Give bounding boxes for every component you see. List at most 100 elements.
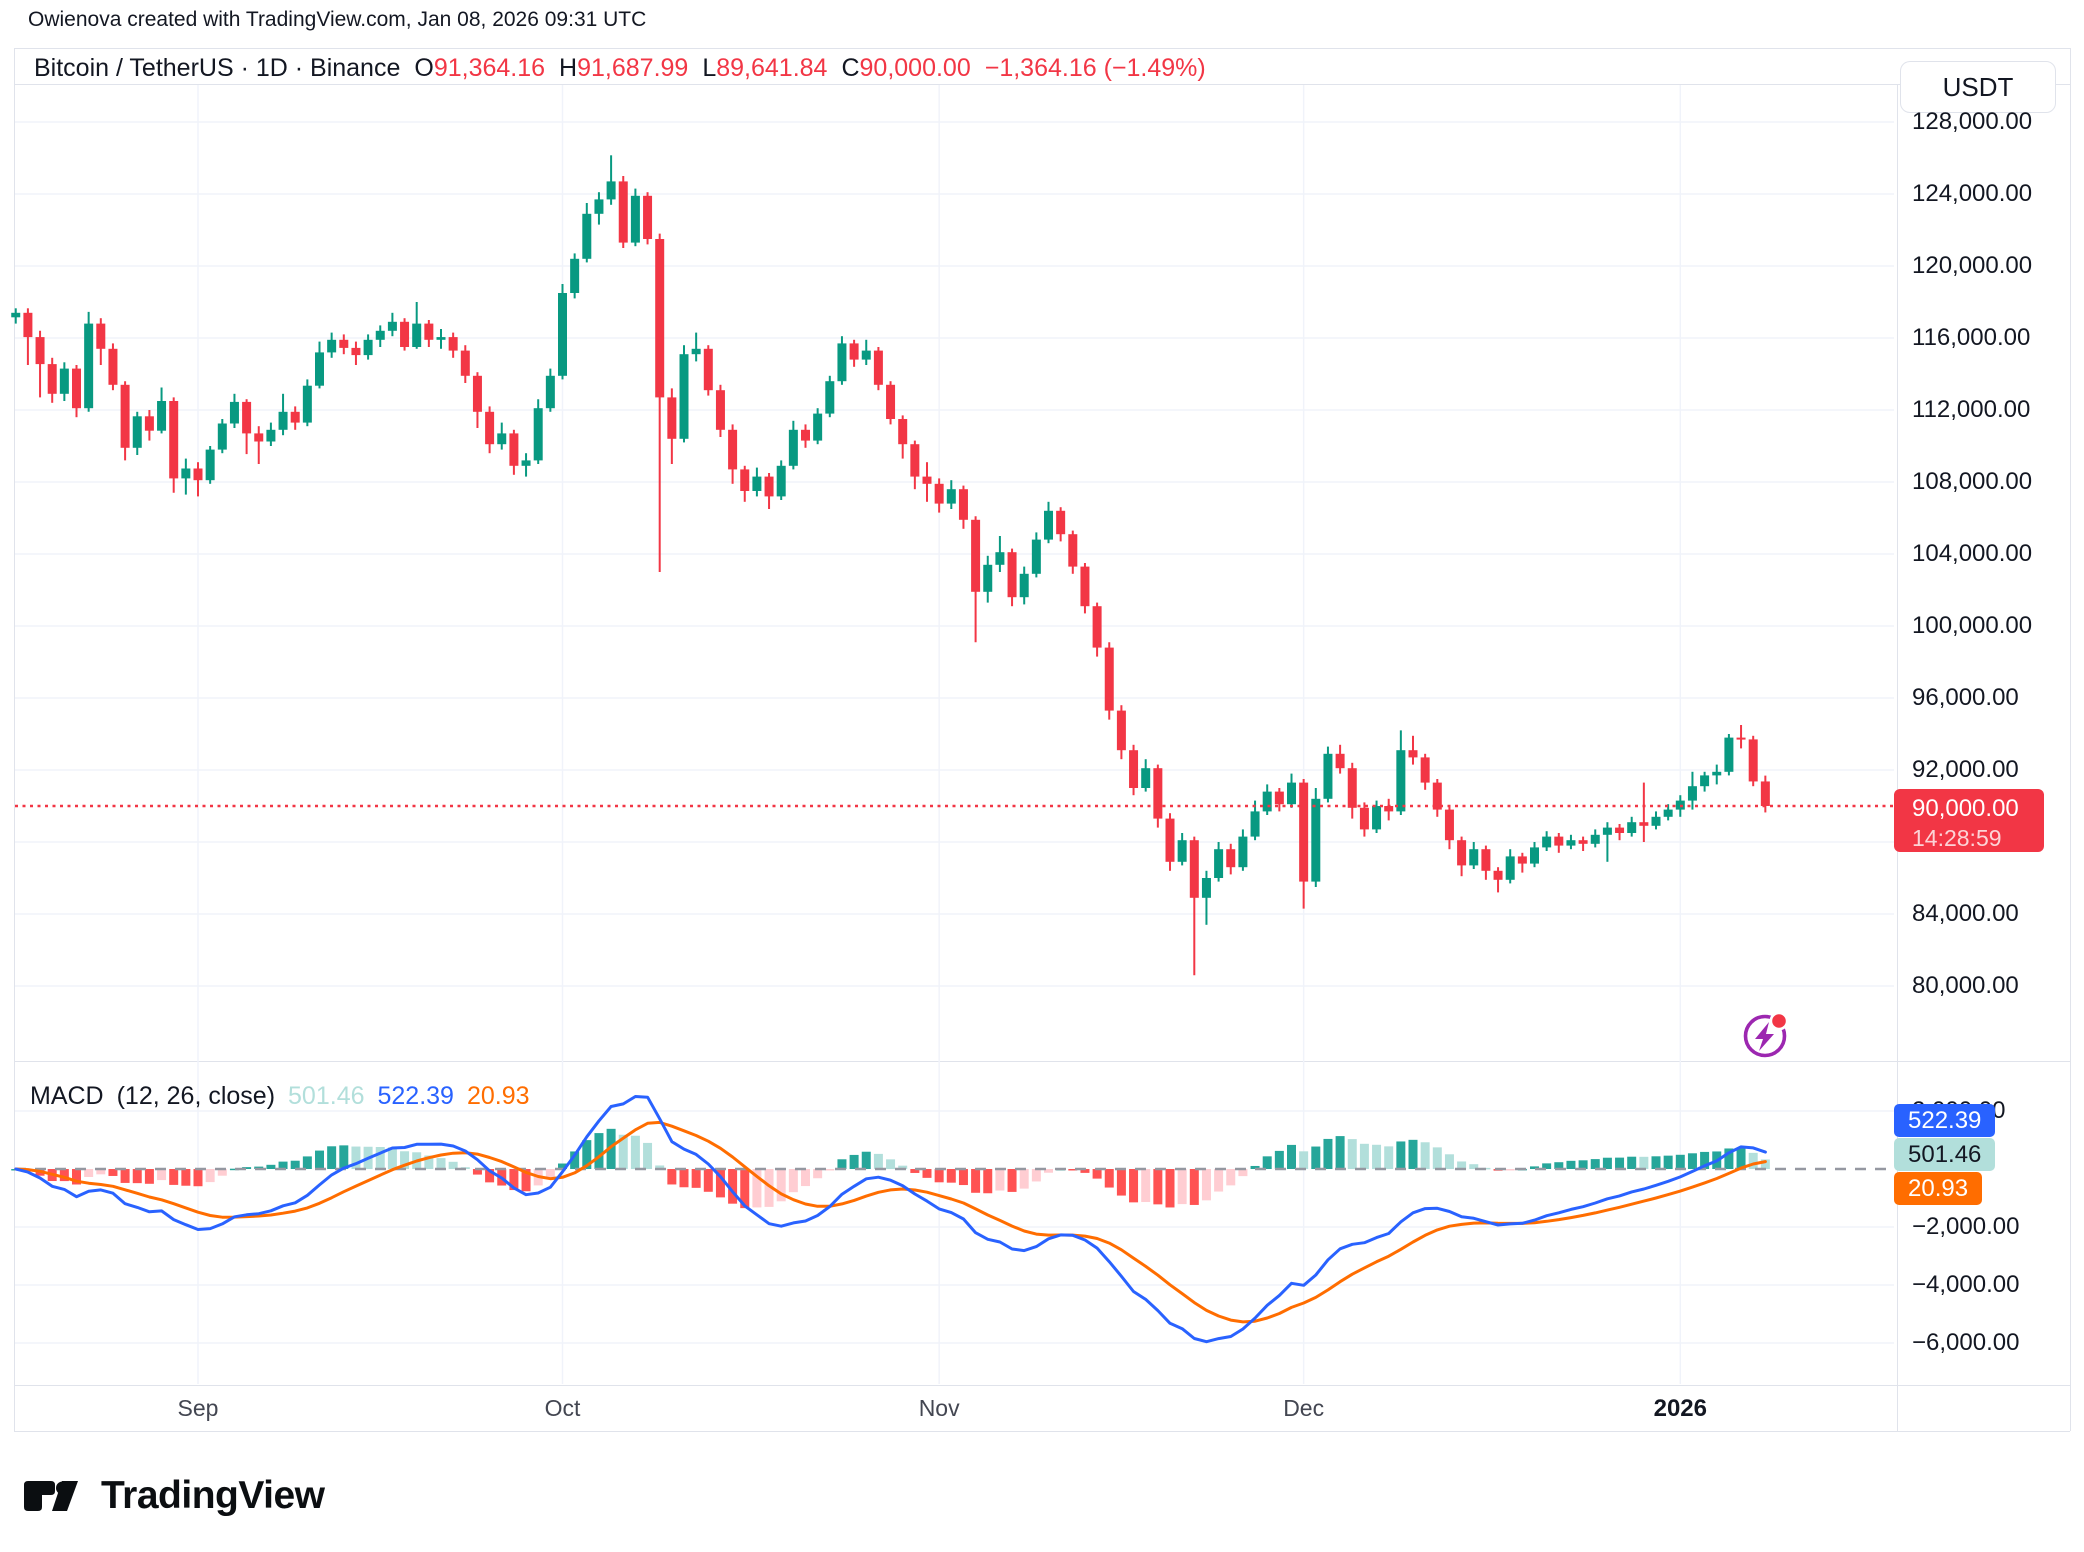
macd-histogram-bar[interactable] (691, 1169, 701, 1188)
candle-body[interactable] (1287, 782, 1296, 805)
candle-body[interactable] (1578, 840, 1588, 844)
macd-histogram-bar[interactable] (290, 1160, 300, 1169)
macd-histogram-bar[interactable] (1554, 1162, 1564, 1169)
macd-histogram-bar[interactable] (278, 1161, 288, 1169)
candle-body[interactable] (764, 476, 774, 497)
candle-body[interactable] (849, 343, 859, 360)
macd-histogram-bar[interactable] (934, 1169, 944, 1183)
price-axis-tick[interactable]: 120,000.00 (1912, 252, 2033, 279)
macd-histogram-bar[interactable] (424, 1155, 434, 1169)
macd-histogram-bar[interactable] (1408, 1139, 1418, 1169)
candle-body[interactable] (1639, 822, 1649, 826)
candle-body[interactable] (1432, 782, 1442, 810)
macd-histogram-bar[interactable] (1347, 1139, 1357, 1169)
candle-body[interactable] (229, 401, 239, 424)
price-axis-tick[interactable]: 100,000.00 (1912, 612, 2033, 639)
macd-histogram-bar[interactable] (1177, 1169, 1187, 1205)
candle-body[interactable] (946, 489, 956, 504)
candle-body[interactable] (1141, 768, 1151, 788)
candle-body[interactable] (157, 401, 167, 431)
candle-body[interactable] (72, 368, 81, 409)
macd-histogram-bar[interactable] (193, 1169, 203, 1187)
price-axis-tick[interactable]: 128,000.00 (1912, 108, 2033, 135)
macd-histogram-bar[interactable] (570, 1151, 580, 1169)
candle-body[interactable] (412, 323, 422, 347)
candle-body[interactable] (1299, 782, 1309, 882)
candle-body[interactable] (1469, 849, 1479, 866)
candle-body[interactable] (1517, 856, 1527, 864)
currency-toggle-button[interactable]: USDT (1900, 61, 2056, 113)
candle-body[interactable] (1044, 510, 1053, 540)
macd-histogram-bar[interactable] (485, 1169, 495, 1183)
candle-body[interactable] (740, 469, 750, 491)
candle-body[interactable] (96, 323, 106, 349)
candle-body[interactable] (1019, 573, 1029, 598)
macd-axis-tick[interactable]: −4,000.00 (1912, 1271, 2020, 1298)
macd-histogram-bar[interactable] (825, 1169, 835, 1171)
macd-histogram-bar[interactable] (1566, 1160, 1576, 1169)
macd-histogram-bar[interactable] (1627, 1156, 1637, 1169)
candle-body[interactable] (1031, 539, 1041, 574)
candle-body[interactable] (35, 337, 45, 365)
lightning-alert-icon[interactable] (1738, 1008, 1798, 1064)
macd-histogram-bar[interactable] (594, 1133, 604, 1169)
candle-body[interactable] (242, 401, 252, 434)
candle-body[interactable] (1700, 775, 1710, 787)
macd-histogram-bar[interactable] (606, 1128, 616, 1169)
candle-body[interactable] (193, 468, 203, 481)
candle-body[interactable] (1493, 870, 1503, 880)
candle-body[interactable] (1663, 809, 1673, 817)
price-axis-tick[interactable]: 92,000.00 (1912, 756, 2019, 783)
price-axis-tick[interactable]: 124,000.00 (1912, 180, 2033, 207)
macd-histogram-bar[interactable] (740, 1169, 750, 1209)
candle-body[interactable] (302, 385, 312, 423)
candle-body[interactable] (703, 348, 713, 391)
macd-histogram-bar[interactable] (1092, 1169, 1102, 1179)
candle-body[interactable] (254, 433, 264, 442)
candle-body[interactable] (1335, 753, 1345, 769)
candle-body[interactable] (582, 213, 592, 259)
macd-histogram-bar[interactable] (1335, 1136, 1345, 1169)
macd-legend[interactable]: MACD (12, 26, close) 501.46 522.39 20.93 (30, 1082, 530, 1111)
macd-histogram-bar[interactable] (108, 1169, 118, 1176)
macd-axis-tick[interactable]: −2,000.00 (1912, 1213, 2020, 1240)
candle-body[interactable] (375, 330, 385, 340)
macd-histogram-bar[interactable] (643, 1142, 653, 1169)
candle-body[interactable] (873, 350, 883, 385)
candle-body[interactable] (1201, 878, 1211, 898)
macd-histogram-bar[interactable] (229, 1168, 239, 1171)
candle-body[interactable] (217, 423, 227, 450)
macd-histogram-bar[interactable] (1019, 1169, 1029, 1189)
candle-body[interactable] (1384, 806, 1394, 812)
macd-histogram-bar[interactable] (886, 1159, 896, 1169)
macd-histogram-bar[interactable] (84, 1169, 94, 1177)
pane-separator[interactable] (14, 1061, 2070, 1062)
macd-histogram-bar[interactable] (302, 1156, 312, 1169)
candle-body[interactable] (1627, 822, 1637, 833)
candle-body[interactable] (11, 312, 21, 318)
macd-histogram-bar[interactable] (472, 1169, 482, 1175)
candle-body[interactable] (327, 339, 337, 353)
candle-body[interactable] (1323, 753, 1333, 799)
symbol-title[interactable]: Bitcoin / TetherUS · 1D · Binance (34, 54, 401, 82)
macd-histogram-bar[interactable] (448, 1161, 458, 1169)
macd-histogram-bar[interactable] (873, 1153, 883, 1169)
candle-body[interactable] (679, 354, 689, 439)
price-axis-tick[interactable]: 96,000.00 (1912, 684, 2019, 711)
candle-body[interactable] (266, 429, 276, 442)
macd-histogram-bar[interactable] (1760, 1159, 1770, 1169)
price-axis-tick[interactable]: 112,000.00 (1912, 396, 2031, 423)
candle-body[interactable] (643, 195, 653, 239)
macd-histogram-bar[interactable] (861, 1151, 871, 1169)
macd-histogram-bar[interactable] (132, 1169, 142, 1184)
candle-body[interactable] (533, 408, 543, 461)
macd-histogram-bar[interactable] (59, 1169, 69, 1182)
candle-body[interactable] (1760, 781, 1770, 806)
candle-body[interactable] (1068, 534, 1078, 567)
macd-histogram-bar[interactable] (1602, 1157, 1612, 1169)
macd-histogram-bar[interactable] (351, 1146, 361, 1169)
price-axis-tick[interactable]: 116,000.00 (1912, 324, 2031, 351)
macd-histogram-bar[interactable] (1432, 1147, 1442, 1169)
macd-histogram-bar[interactable] (582, 1140, 592, 1169)
candle-body[interactable] (448, 337, 458, 351)
